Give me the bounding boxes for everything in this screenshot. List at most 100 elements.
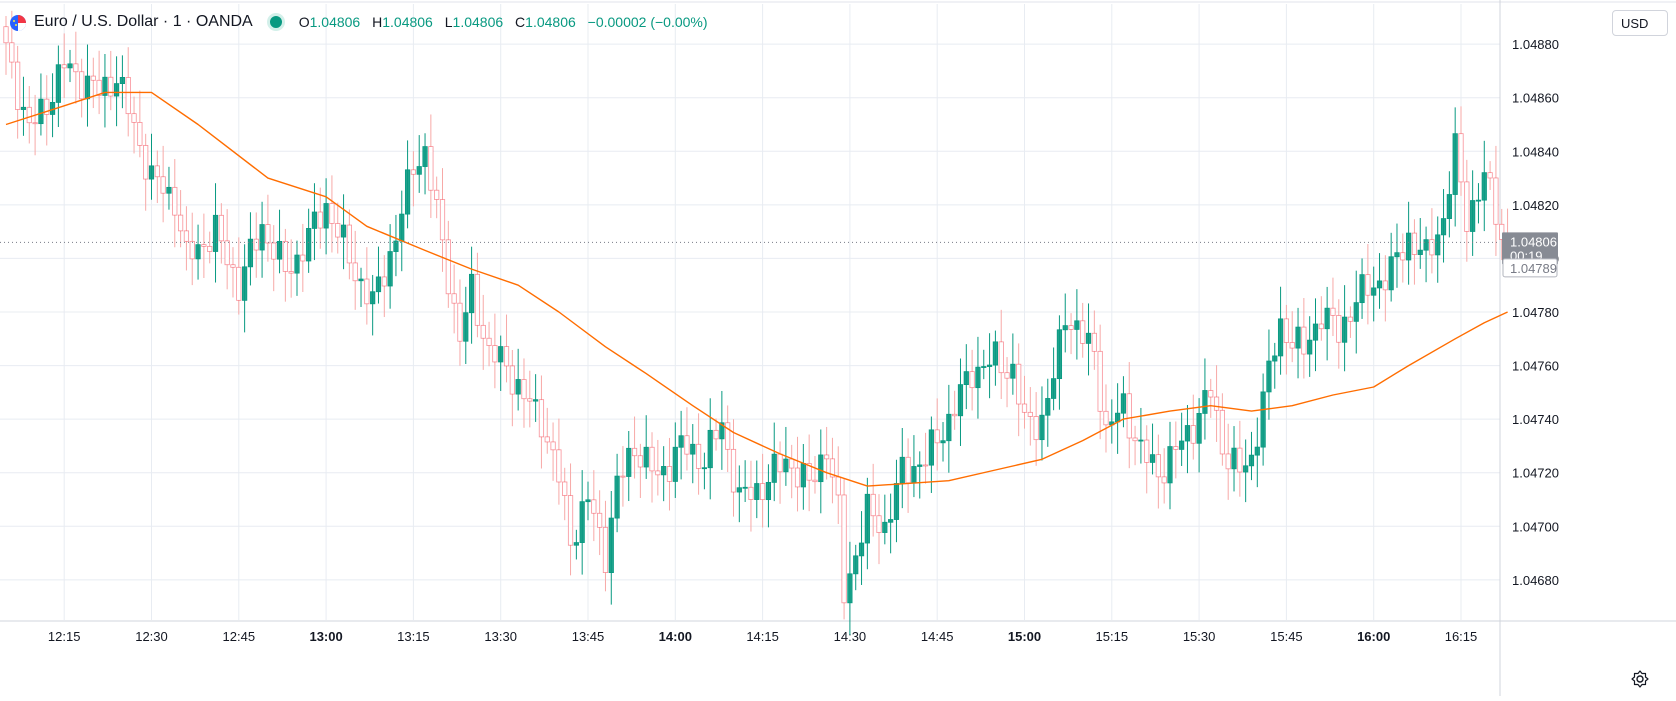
candle-body[interactable] [323,203,329,229]
candle-body[interactable] [102,76,108,96]
candle-body[interactable] [311,211,318,229]
candle-body[interactable] [61,64,67,69]
candle-body[interactable] [928,429,934,466]
candle-body[interactable] [148,165,155,180]
candle-body[interactable] [218,214,224,242]
candle-body[interactable] [422,146,428,167]
candle-body[interactable] [1196,413,1202,444]
candle-body[interactable] [888,519,894,523]
candle-body[interactable] [754,483,760,500]
candle-body[interactable] [562,481,568,496]
candle-body[interactable] [1080,320,1086,344]
candle-body[interactable] [84,75,91,100]
candle-body[interactable] [247,238,254,268]
candle-body[interactable] [201,244,207,247]
candle-body[interactable] [829,458,836,478]
candle-body[interactable] [242,266,248,301]
candle-body[interactable] [707,429,713,469]
candle-body[interactable] [1068,325,1074,330]
candle-body[interactable] [1138,439,1144,442]
candle-body[interactable] [841,494,847,604]
candle-body[interactable] [503,346,510,367]
candle-body[interactable] [1307,339,1313,355]
candle-body[interactable] [509,365,515,395]
candle-body[interactable] [1254,446,1260,456]
candle-body[interactable] [957,384,964,417]
candle-body[interactable] [370,291,376,305]
symbol-title[interactable]: Euro / U.S. Dollar · 1 · OANDA [34,13,253,30]
candle-body[interactable] [515,379,521,395]
candle-body[interactable] [335,223,341,238]
candle-body[interactable] [67,63,73,69]
candle-body[interactable] [1353,302,1359,322]
candle-body[interactable] [1493,177,1499,225]
candle-body[interactable] [1423,239,1429,251]
candle-body[interactable] [678,435,684,448]
candle-body[interactable] [154,165,160,178]
candle-body[interactable] [1155,454,1161,478]
candle-body[interactable] [137,122,143,146]
candle-body[interactable] [230,264,236,268]
candle-body[interactable] [177,214,184,232]
candle-body[interactable] [730,448,737,493]
candle-body[interactable] [917,464,923,467]
candle-body[interactable] [329,203,335,224]
candle-body[interactable] [748,486,754,500]
candle-body[interactable] [573,542,579,546]
candle-body[interactable] [655,470,661,476]
candle-body[interactable] [701,467,708,470]
candle-body[interactable] [922,464,929,467]
candle-body[interactable] [1382,280,1388,291]
candle-body[interactable] [1487,172,1493,179]
candle-body[interactable] [1481,172,1487,201]
candle-body[interactable] [1283,318,1289,343]
candle-body[interactable] [725,422,731,450]
candle-body[interactable] [858,542,865,557]
candle-body[interactable] [445,239,451,295]
candle-body[interactable] [282,240,288,272]
candle-body[interactable] [492,345,498,363]
candle-body[interactable] [26,106,32,124]
candle-body[interactable] [1411,232,1418,255]
candle-body[interactable] [992,341,999,366]
candle-body[interactable] [352,262,358,282]
candle-body[interactable] [1452,133,1458,195]
candle-body[interactable] [1085,332,1092,344]
candle-body[interactable] [253,238,259,251]
eur-usd-flag-icon[interactable] [8,12,28,32]
candle-body[interactable] [1051,378,1057,399]
candle-body[interactable] [428,146,434,191]
candle-body[interactable] [480,324,486,339]
candle-body[interactable] [1289,342,1295,349]
candle-body[interactable] [143,144,149,180]
candle-body[interactable] [1400,252,1406,261]
candle-body[interactable] [550,441,556,451]
candle-body[interactable] [434,189,440,200]
candle-body[interactable] [1301,326,1307,355]
candle-body[interactable] [276,240,283,260]
candle-body[interactable] [1208,390,1214,398]
candle-body[interactable] [806,463,812,481]
candle-body[interactable] [1179,440,1185,450]
candle-body[interactable] [1446,194,1452,219]
candle-body[interactable] [1190,425,1196,444]
candle-body[interactable] [981,366,987,368]
candle-body[interactable] [288,271,294,274]
candle-body[interactable] [1458,133,1464,183]
candle-body[interactable] [835,476,841,496]
candle-body[interactable] [789,458,795,469]
candle-body[interactable] [544,436,550,443]
candle-body[interactable] [404,169,411,215]
candle-body[interactable] [934,429,940,444]
candle-body[interactable] [1406,232,1412,261]
candle-body[interactable] [899,456,905,484]
candle-body[interactable] [1132,437,1138,442]
candle-body[interactable] [591,499,597,514]
candle-body[interactable] [381,276,387,287]
candle-body[interactable] [760,483,766,501]
candle-body[interactable] [468,273,475,314]
candle-body[interactable] [1365,274,1371,296]
candle-body[interactable] [1126,393,1132,439]
candle-body[interactable] [1295,326,1301,349]
